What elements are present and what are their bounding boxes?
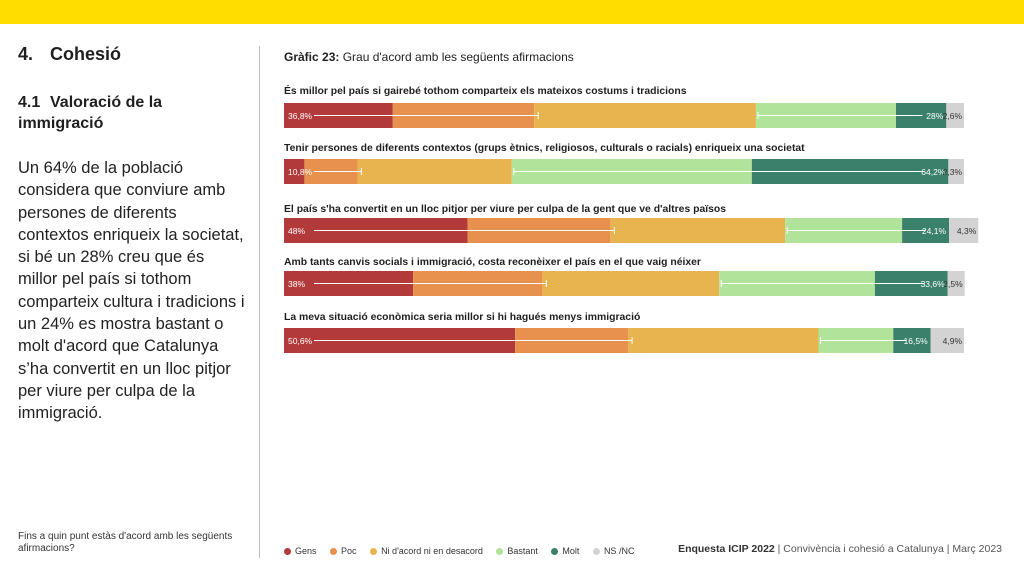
chart-legend: Gens Poc Ni d'acord ni en desacord Basta… [284,545,645,556]
bar-segment-ns-nc [949,218,979,243]
bar-segment-ni-d-acord-ni-en-desacord [610,218,786,243]
legend-swatch [330,547,338,555]
legend-swatch [370,547,378,555]
legend-swatch [496,547,504,555]
bar-segment-gens [284,159,305,184]
bar-segment-ni-d-acord-ni-en-desacord [542,271,720,296]
data-label-agree: 64,2% [921,167,946,177]
legend-swatch [551,547,559,555]
statement-label-2: Tenir persones de diferents contextos (g… [284,143,805,154]
legend-item-nsnc: NS /NC [592,545,635,556]
bar-segment-ns-nc [946,103,964,128]
data-label-agree: 24,1% [922,226,947,236]
legend-swatch [284,547,291,555]
question-footnote: Fins a quin punt estàs d'acord amb les s… [18,531,233,554]
bar-segment-ns-nc [948,159,964,184]
chart-heading-label: Gràfic 23: [284,50,340,64]
subsection-title: 4.1 Valoració de la immigració [18,92,218,134]
chart-heading-text: Grau d'acord amb les següents afirmacion… [342,50,574,64]
legend-item-neutral: Ni d'acord ni en desacord [370,546,483,556]
data-label-nsnc: 4,9% [943,336,963,346]
subsection-title-text: Valoració de la immigració [18,94,163,132]
data-label-disagree: 36,8% [288,111,313,121]
statement-label-3: El país s'ha convertit en un lloc pitjor… [284,204,727,215]
section-number: 4. [18,44,34,64]
subsection-number: 4.1 [18,94,41,111]
legend-label: Gens [295,545,317,556]
data-label-nsnc: 2,5% [943,279,963,289]
section-title: 4. Cohesió [18,44,121,65]
data-label-disagree: 48% [288,226,305,236]
bar-segment-ni-d-acord-ni-en-desacord [357,159,512,184]
chart-heading: Gràfic 23: Grau d'acord amb les següents… [284,50,574,64]
data-label-nsnc: 4,3% [957,226,977,236]
legend-label: Bastant [507,545,538,556]
vertical-divider [259,46,260,558]
summary-text: Un 64% de la població considera que conv… [18,159,245,423]
legend-swatch [592,547,600,555]
footer-details: | Convivència i cohesió a Catalunya | Ma… [774,543,1002,555]
data-label-disagree: 50,6% [288,336,313,346]
footer-credit: Enquesta ICIP 2022 | Convivència i cohes… [678,543,1002,555]
bar-segment-ns-nc [947,271,965,296]
data-label-agree: 33,6% [921,279,946,289]
data-label-disagree: 38% [288,279,305,289]
legend-item-poc: Poc [330,546,357,556]
statement-label-4: Amb tants canvis socials i immigració, c… [284,257,701,268]
data-label-agree: 16,5% [904,336,929,346]
legend-item-molt: Molt [551,546,579,556]
bar-segment-ni-d-acord-ni-en-desacord [534,103,756,128]
legend-label: Molt [562,545,580,556]
legend-label: Ni d'acord ni en desacord [381,545,483,556]
statement-label-1: És millor pel país si gairebé tothom com… [284,86,687,97]
legend-item-gens: Gens [284,546,317,556]
bar-segment-ni-d-acord-ni-en-desacord [628,328,819,353]
legend-label: NS /NC [603,545,635,556]
statement-label-5: La meva situació econòmica seria millor … [284,312,641,323]
bar-segment-ns-nc [930,328,964,353]
legend-label: Poc [341,545,357,556]
section-title-text: Cohesió [50,44,122,64]
top-accent-band [0,0,1024,24]
footer-survey-name: Enquesta ICIP 2022 [678,543,775,555]
data-label-nsnc: 2,3% [943,167,963,177]
left-panel: 4. Cohesió 4.1 Valoració de la immigració … [18,24,250,574]
data-label-nsnc: 2,6% [943,111,963,121]
data-label-disagree: 10,8% [288,167,313,177]
data-label-agree: 28% [926,111,943,121]
legend-item-bastant: Bastant [496,546,538,556]
